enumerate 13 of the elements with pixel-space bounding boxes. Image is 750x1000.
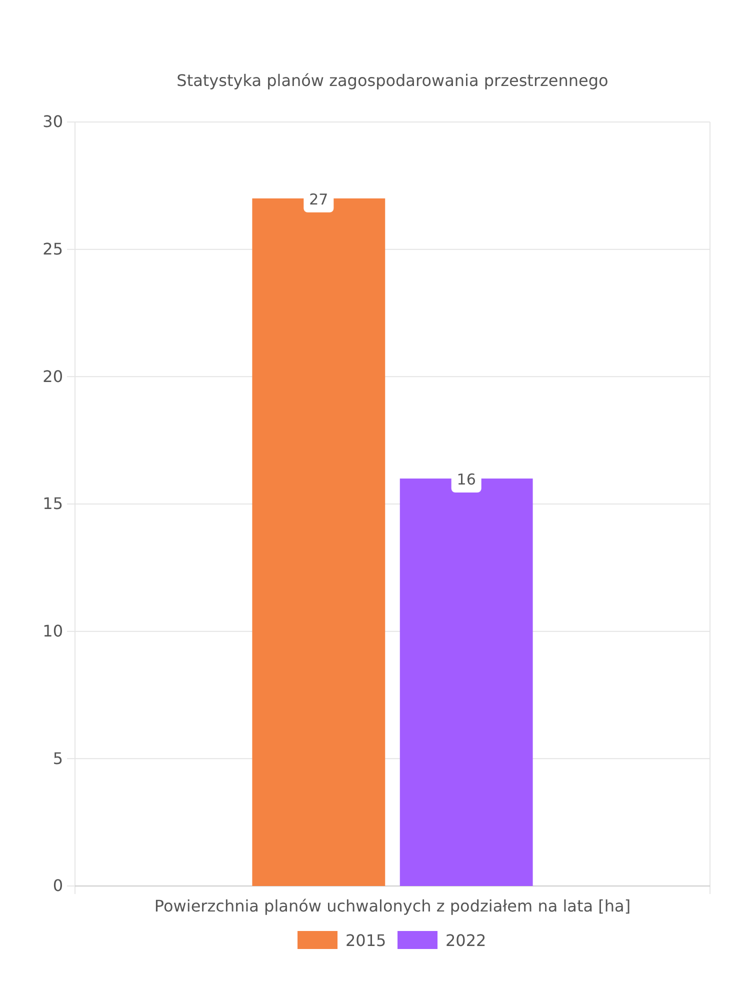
y-tick-label: 5 [52, 748, 63, 768]
y-tick-label: 10 [42, 621, 63, 640]
legend-label: 2015 [346, 931, 386, 950]
y-tick-label: 25 [42, 239, 63, 258]
y-tick-label: 0 [52, 876, 63, 896]
data-label: 27 [309, 190, 328, 208]
chart-title: Statystyka planów zagospodarowania przestrzennego [176, 71, 608, 90]
y-tick-label: 15 [42, 494, 63, 514]
y-tick-label: 20 [42, 366, 63, 386]
x-tick-label: Powierzchnia planów uchwalonych z podziałem na lata [ha] [154, 896, 631, 916]
legend-label: 2022 [446, 931, 486, 950]
data-label: 16 [456, 470, 476, 489]
y-tick-label: 30 [42, 112, 63, 132]
